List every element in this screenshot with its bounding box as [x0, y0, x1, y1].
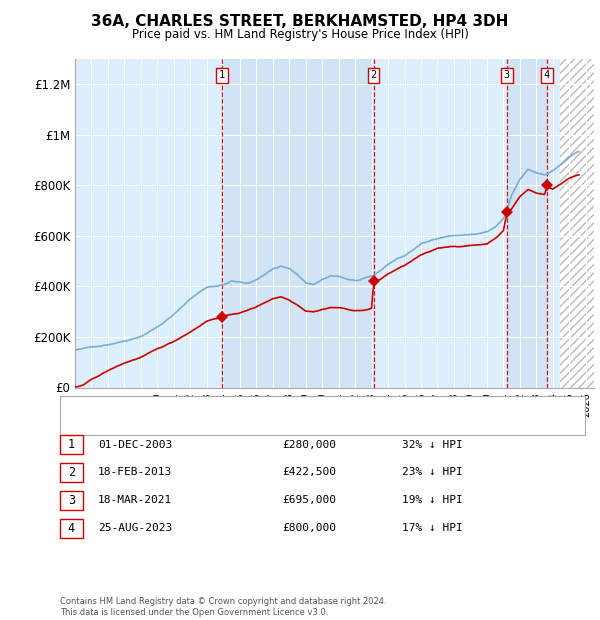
Text: 4: 4: [68, 522, 75, 534]
Bar: [560, 59, 594, 388]
Text: 17% ↓ HPI: 17% ↓ HPI: [402, 523, 463, 533]
Bar: [560, 59, 594, 388]
Text: 32% ↓ HPI: 32% ↓ HPI: [402, 440, 463, 450]
Text: 3: 3: [68, 494, 75, 507]
Bar: [507, 59, 547, 388]
Text: 2: 2: [68, 466, 75, 479]
Text: 01-DEC-2003: 01-DEC-2003: [98, 440, 172, 450]
Text: 4: 4: [544, 70, 550, 80]
Text: £280,000: £280,000: [282, 440, 336, 450]
Text: 1: 1: [68, 438, 75, 451]
Text: Contains HM Land Registry data © Crown copyright and database right 2024.
This d: Contains HM Land Registry data © Crown c…: [60, 598, 386, 617]
Text: 25-AUG-2023: 25-AUG-2023: [98, 523, 172, 533]
Text: 18-FEB-2013: 18-FEB-2013: [98, 467, 172, 477]
Text: 18-MAR-2021: 18-MAR-2021: [98, 495, 172, 505]
Text: 19% ↓ HPI: 19% ↓ HPI: [402, 495, 463, 505]
Text: 1: 1: [219, 70, 225, 80]
Text: 23% ↓ HPI: 23% ↓ HPI: [402, 467, 463, 477]
Text: 36A, CHARLES STREET, BERKHAMSTED, HP4 3DH: 36A, CHARLES STREET, BERKHAMSTED, HP4 3D…: [91, 14, 509, 29]
Text: HPI: Average price, detached house, Dacorum: HPI: Average price, detached house, Daco…: [105, 421, 358, 431]
Text: £422,500: £422,500: [282, 467, 336, 477]
Bar: [222, 59, 374, 388]
Text: 2: 2: [371, 70, 377, 80]
Text: £695,000: £695,000: [282, 495, 336, 505]
Text: 3: 3: [504, 70, 510, 80]
Text: 36A, CHARLES STREET, BERKHAMSTED, HP4 3DH (detached house): 36A, CHARLES STREET, BERKHAMSTED, HP4 3D…: [105, 402, 446, 412]
Text: £800,000: £800,000: [282, 523, 336, 533]
Text: Price paid vs. HM Land Registry's House Price Index (HPI): Price paid vs. HM Land Registry's House …: [131, 28, 469, 41]
